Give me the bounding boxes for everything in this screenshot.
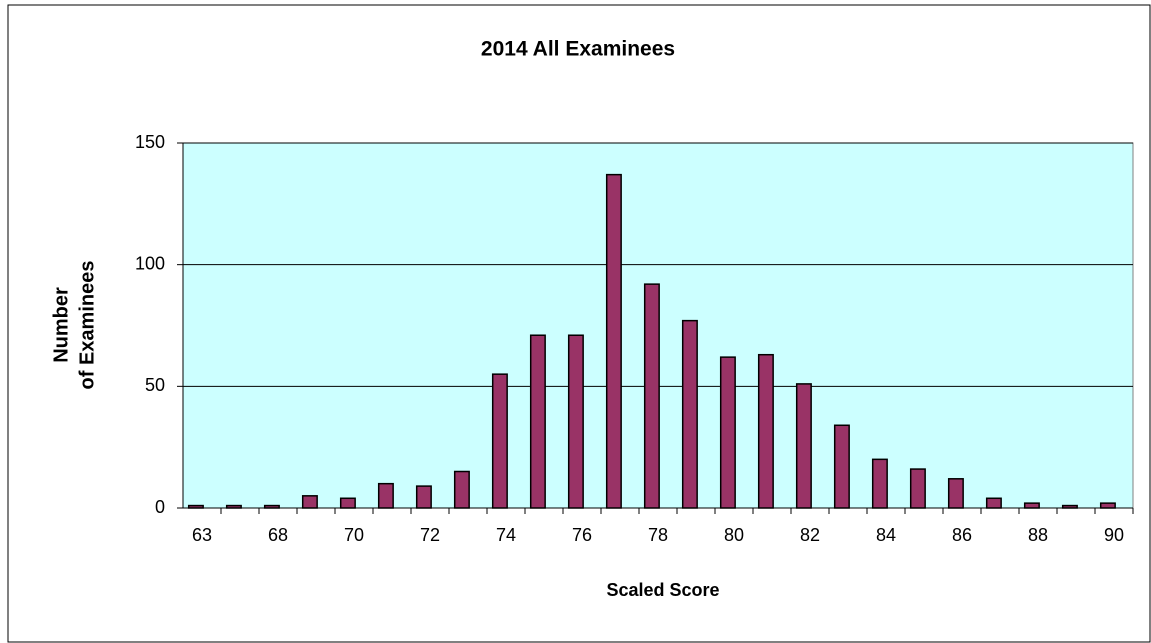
x-tick-label: 70 <box>344 525 364 545</box>
bar <box>453 470 470 509</box>
bar <box>339 497 356 509</box>
y-tick-label: 100 <box>135 253 165 273</box>
bar <box>757 353 774 509</box>
x-tick-label: 72 <box>420 525 440 545</box>
x-tick-label: 68 <box>268 525 288 545</box>
y-tick-label: 150 <box>135 132 165 152</box>
bar <box>491 373 508 509</box>
bar <box>1023 502 1040 509</box>
x-tick-label: 88 <box>1028 525 1048 545</box>
x-tick-label: 63 <box>192 525 212 545</box>
bar <box>605 173 622 509</box>
bar <box>681 319 698 509</box>
bar <box>833 424 850 509</box>
x-tick-label: 74 <box>496 525 516 545</box>
bar <box>377 482 394 509</box>
x-tick-label: 82 <box>800 525 820 545</box>
y-tick-label: 50 <box>145 375 165 395</box>
y-tick-label: 0 <box>155 497 165 517</box>
bar <box>719 356 736 509</box>
x-tick-label: 80 <box>724 525 744 545</box>
bar <box>1099 502 1116 509</box>
x-tick-label: 78 <box>648 525 668 545</box>
bar <box>909 468 926 509</box>
bar <box>985 497 1002 509</box>
y-axis-label: of Examinees <box>76 261 98 390</box>
bar <box>567 334 584 509</box>
bar <box>795 383 812 509</box>
bar <box>871 458 888 509</box>
x-tick-label: 84 <box>876 525 896 545</box>
x-tick-label: 86 <box>952 525 972 545</box>
x-tick-label: 90 <box>1104 525 1124 545</box>
bar <box>415 485 432 509</box>
chart-title: 2014 All Examinees <box>481 38 675 61</box>
bar <box>529 334 546 509</box>
y-axis-label: Number <box>50 287 72 363</box>
x-tick-label: 76 <box>572 525 592 545</box>
bar <box>643 283 660 509</box>
bar <box>301 495 318 509</box>
x-axis-label: Scaled Score <box>606 580 719 600</box>
bar <box>947 478 964 509</box>
